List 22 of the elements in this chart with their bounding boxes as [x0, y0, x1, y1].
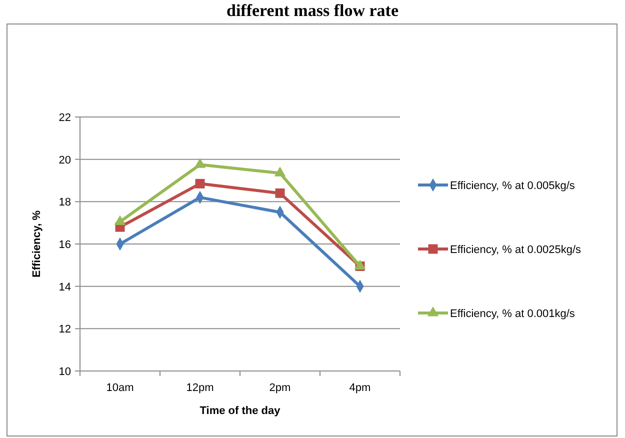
legend-label: Efficiency, % at 0.0025kg/s	[450, 244, 582, 256]
legend-label: Efficiency, % at 0.001kg/s	[450, 308, 576, 320]
point	[114, 215, 126, 226]
y-tick-label: 18	[58, 196, 71, 209]
x-tick-label: 12pm	[186, 382, 214, 394]
x-tick-label: 4pm	[349, 382, 371, 394]
chart-title: different mass flow rate	[226, 1, 399, 20]
y-tick-label: 14	[58, 281, 71, 294]
y-tick-label: 22	[58, 112, 71, 124]
y-tick-label: 20	[58, 154, 71, 166]
x-tick-label: 2pm	[269, 382, 291, 394]
y-axis-title: Efficiency, %	[31, 210, 43, 278]
x-tick-label: 10am	[106, 382, 134, 394]
y-tick-label: 12	[58, 324, 71, 336]
legend-label: Efficiency, % at 0.005kg/s	[450, 180, 576, 192]
point	[195, 178, 205, 188]
y-tick-label: 10	[58, 366, 71, 378]
x-axis-title: Time of the day	[200, 405, 282, 417]
point	[275, 188, 285, 198]
y-tick-label: 16	[58, 239, 71, 251]
point	[194, 158, 206, 168]
point	[274, 166, 286, 176]
